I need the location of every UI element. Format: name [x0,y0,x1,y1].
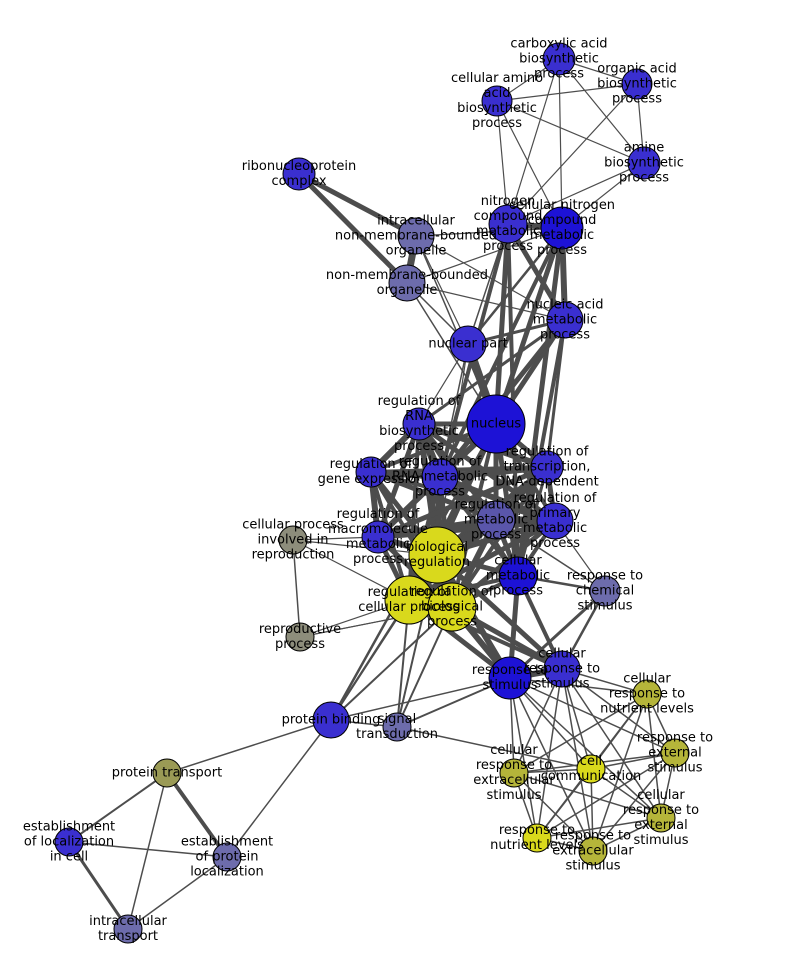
graph-edge [226,719,332,858]
graph-edge [536,768,592,839]
graph-edge [513,772,662,819]
graph-edge [561,668,662,819]
graph-node[interactable] [449,325,487,363]
graph-edge [507,58,560,225]
graph-edge [375,464,550,540]
graph-edge [558,58,563,229]
graph-edge [513,693,648,774]
graph-edge [561,668,594,852]
graph-node[interactable] [488,656,532,700]
graph-edge [507,83,638,225]
graph-edge [166,719,332,774]
graph-node[interactable] [466,394,526,454]
graph-node[interactable] [530,450,564,484]
graph-edge [165,771,229,859]
graph-edge [558,58,645,164]
graph-edge [417,318,567,426]
graph-node[interactable] [388,264,426,302]
graph-edge [292,539,301,638]
graph-edge [509,677,594,852]
graph-node[interactable] [54,827,84,857]
graph-edge [68,841,228,858]
graph-node[interactable] [646,803,676,833]
graph-node[interactable] [382,712,412,742]
graph-node[interactable] [499,758,529,788]
graph-node[interactable] [113,914,143,944]
graph-edge [513,668,563,774]
graph-edge [415,235,469,345]
graph-node[interactable] [536,502,574,540]
graph-edge [415,227,563,237]
graph-node[interactable] [543,650,581,688]
graph-node[interactable] [397,217,435,255]
graph-node[interactable] [542,42,576,76]
graph-edge [509,677,648,695]
graph-edge [67,840,130,931]
graph-edge [493,221,511,427]
graph-edge [536,817,662,839]
graph-node[interactable] [488,204,528,244]
graph-edge [496,83,638,102]
graph-edge [496,100,509,225]
graph-edge [592,693,648,852]
graph-node[interactable] [627,146,661,180]
graph-edge [516,318,567,578]
graph-edge [406,227,563,284]
graph-node[interactable] [285,622,315,652]
graph-node[interactable] [576,754,606,784]
graph-edge [296,171,410,286]
graph-edge [127,772,168,930]
graph-node[interactable] [632,679,662,709]
graph-edge [466,226,564,346]
graph-node[interactable] [660,738,690,768]
graph-edge [507,162,645,225]
graph-edge [545,318,567,469]
node-layer [54,42,690,944]
graph-edge [68,772,168,843]
graph-edge [330,606,453,721]
graph-edge [509,677,538,839]
graph-node[interactable] [481,85,513,117]
graph-edge [127,856,228,930]
graph-edge [536,668,563,839]
graph-node[interactable] [589,575,621,607]
graph-node[interactable] [498,556,538,596]
edge-layer [67,58,676,931]
graph-node[interactable] [355,456,387,488]
graph-node[interactable] [384,575,434,625]
graph-edge [296,171,419,239]
graph-node[interactable] [402,407,436,441]
graph-node[interactable] [282,157,316,191]
graph-edge [496,100,645,164]
graph-edge [330,677,511,721]
graph-node[interactable] [152,758,182,788]
graph-edge [329,422,498,722]
graph-edge [375,518,558,540]
graph-edge [496,100,563,229]
graph-node[interactable] [621,68,653,100]
graph-edge [396,726,592,770]
graph-node[interactable] [421,458,459,496]
graph-node[interactable] [408,526,466,584]
graph-node[interactable] [427,582,477,632]
graph-node[interactable] [278,525,308,555]
graph-node[interactable] [540,206,584,250]
graph-node[interactable] [522,823,552,853]
graph-node[interactable] [361,520,395,554]
graph-node[interactable] [476,500,516,540]
graph-node[interactable] [546,301,584,339]
graph-node[interactable] [578,836,608,866]
graph-edge [513,772,594,852]
graph-node[interactable] [312,701,350,739]
graph-edge [536,752,676,839]
graph-edge [495,519,606,592]
graph-node[interactable] [212,842,242,872]
graph-edge [592,752,676,852]
